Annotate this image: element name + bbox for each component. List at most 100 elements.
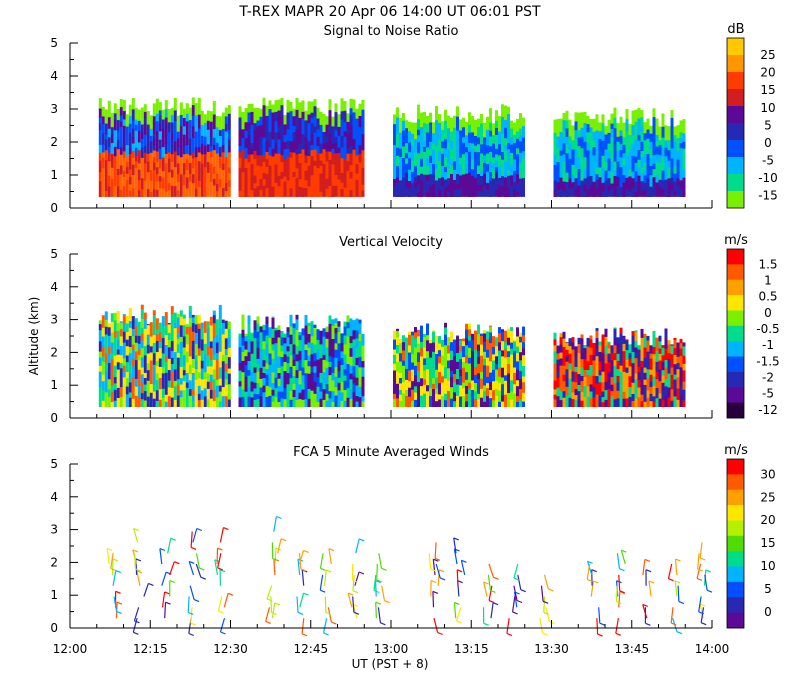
wind-barb <box>223 593 229 608</box>
heatmap-cell <box>349 145 353 154</box>
heatmap-cell <box>134 107 138 114</box>
heatmap-cell <box>241 345 245 353</box>
heatmap-cell <box>277 344 281 357</box>
heatmap-cell <box>601 114 605 124</box>
heatmap-cell <box>164 135 168 145</box>
heatmap-cell <box>474 339 477 351</box>
heatmap-cell <box>244 340 248 350</box>
heatmap-cell <box>355 364 359 373</box>
heatmap-cell <box>241 186 245 197</box>
heatmap-cell <box>152 314 156 326</box>
heatmap-cell <box>110 352 114 360</box>
heatmap-cell <box>221 187 225 197</box>
heatmap-cell <box>553 180 557 191</box>
heatmap-cell <box>256 393 260 400</box>
heatmap-cell <box>444 385 447 394</box>
heatmap-cell <box>104 180 108 191</box>
heatmap-cell <box>622 398 626 408</box>
heatmap-cell <box>119 322 123 330</box>
heatmap-cell <box>98 188 102 197</box>
heatmap-cell <box>649 369 653 375</box>
heatmap-cell <box>522 365 525 377</box>
wind-barb <box>488 563 495 578</box>
heatmap-cell <box>224 384 228 397</box>
heatmap-cell <box>319 191 323 197</box>
heatmap-cell <box>250 154 254 164</box>
wind-barb-flag <box>219 569 226 573</box>
heatmap-cell <box>128 184 132 191</box>
wind-barb <box>616 553 621 569</box>
heatmap-cell <box>110 384 114 393</box>
heatmap-cell <box>471 147 474 160</box>
heatmap-cell <box>134 112 138 120</box>
heatmap-cell <box>283 181 287 189</box>
heatmap-cell <box>262 385 266 393</box>
heatmap-cell <box>197 119 201 129</box>
heatmap-cell <box>604 381 608 391</box>
wind-barb-flag <box>506 632 513 637</box>
heatmap-cell <box>468 335 471 341</box>
heatmap-cell <box>176 190 180 197</box>
heatmap-cell <box>480 397 483 407</box>
heatmap-cell <box>580 337 584 344</box>
heatmap-cell <box>164 334 168 345</box>
heatmap-cell <box>194 131 198 137</box>
heatmap-cell <box>262 161 266 173</box>
wind-barb-flag <box>674 580 681 584</box>
wind-barb <box>598 607 601 624</box>
y-tick-label: 3 <box>50 102 58 116</box>
heatmap-cell <box>495 110 498 115</box>
heatmap-cell <box>158 130 162 140</box>
heatmap-cell <box>310 122 314 134</box>
heatmap-cell <box>658 380 662 387</box>
heatmap-cell <box>286 392 290 402</box>
heatmap-cell <box>122 396 126 407</box>
heatmap-cell <box>176 357 180 369</box>
heatmap-cell <box>462 387 465 397</box>
wind-barb <box>274 548 277 565</box>
heatmap-cell <box>574 346 578 350</box>
heatmap-cell <box>101 400 105 407</box>
heatmap-cell <box>325 353 329 362</box>
heatmap-cell <box>203 354 207 362</box>
heatmap-cell <box>622 376 626 384</box>
heatmap-cell <box>116 354 120 363</box>
heatmap-cell <box>679 179 683 189</box>
heatmap-cell <box>349 398 353 407</box>
heatmap-cell <box>304 325 308 334</box>
heatmap-cell <box>634 398 638 408</box>
heatmap-cell <box>483 122 486 129</box>
heatmap-cell <box>447 148 450 161</box>
heatmap-cell <box>468 163 471 173</box>
heatmap-cell <box>423 399 426 407</box>
heatmap-cell <box>574 371 578 383</box>
heatmap-cell <box>676 356 680 364</box>
wind-barb-flag <box>187 611 194 615</box>
heatmap-cell <box>167 323 171 325</box>
heatmap-cell <box>155 365 159 374</box>
heatmap-cell <box>355 118 359 128</box>
heatmap-cell <box>352 397 356 408</box>
heatmap-cell <box>197 355 201 366</box>
heatmap-cell <box>655 189 659 197</box>
heatmap-cell <box>218 334 222 347</box>
heatmap-cell <box>295 377 299 386</box>
heatmap-cell <box>586 353 590 362</box>
heatmap-cell <box>301 111 305 119</box>
heatmap-cell <box>613 382 617 391</box>
heatmap-cell <box>501 175 504 187</box>
heatmap-cell <box>658 386 662 394</box>
heatmap-cell <box>158 187 162 197</box>
heatmap-cell <box>215 352 219 361</box>
heatmap-cell <box>212 359 216 370</box>
heatmap-cell <box>176 327 180 333</box>
heatmap-cell <box>325 178 329 189</box>
heatmap-cell <box>504 105 507 107</box>
heatmap-cell <box>634 347 638 353</box>
heatmap-cell <box>592 168 596 175</box>
heatmap-cell <box>396 177 399 183</box>
heatmap-cell <box>98 323 102 331</box>
heatmap-cell <box>107 146 111 153</box>
heatmap-cell <box>128 138 132 149</box>
wind-barb-flag <box>676 631 683 635</box>
